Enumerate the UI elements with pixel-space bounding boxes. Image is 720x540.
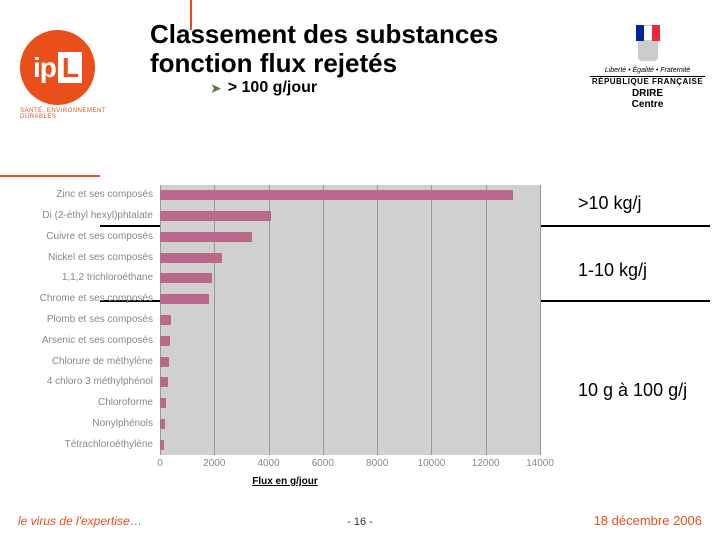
title-block: Classement des substances fonction flux … [150,20,530,97]
chart-bar [160,419,165,429]
accent-line-horizontal [0,175,100,177]
rf-line2: DRIRE [590,88,705,99]
chart-x-tick: 8000 [366,458,388,469]
chart-x-tick: 12000 [472,458,500,469]
chart-category-label: Cuivre et ses composés [13,231,153,242]
subtitle: > 100 g/jour [228,79,317,97]
chart-bar [160,377,168,387]
chart-annotation: 1-10 kg/j [578,260,647,281]
chart-category-label: Arsenic et ses composés [13,335,153,346]
chart-bar [160,232,252,242]
chart-category-label: 1,1,2 trichloroéthane [13,272,153,283]
chart-annotation: 10 g à 100 g/j [578,380,687,401]
chart-bar [160,398,166,408]
chart-bar [160,336,170,346]
bullet-arrow-icon: ➤ [210,80,222,97]
chart-x-tick: 4000 [257,458,279,469]
flux-chart: Zinc et ses composés Di (2-éthyl hexyl)ph… [15,180,555,480]
chart-category-label: Di (2-éthyl hexyl)phtalate [13,210,153,221]
chart-category-label: Chlorure de méthylène [13,356,153,367]
logo-republique-francaise: Liberté • Égalité • Fraternité RÉPUBLIQU… [590,25,705,110]
chart-x-tick: 14000 [526,458,554,469]
chart-x-tick: 6000 [312,458,334,469]
chart-bar [160,294,209,304]
chart-x-title: Flux en g/jour [15,476,555,487]
rf-line1: RÉPUBLIQUE FRANÇAISE [590,77,705,86]
chart-category-label: Tétrachloroéthylène [13,439,153,450]
chart-category-label: Nonylphénols [13,418,153,429]
chart-bar [160,357,169,367]
logo-ipl: ipL SANTÉ, ENVIRONNEMENT DURABLES [20,30,140,105]
chart-category-label: Chrome et ses composés [13,293,153,304]
chart-category-label: 4 chloro 3 méthylphénol [13,376,153,387]
footer-date: 18 décembre 2006 [594,513,702,528]
chart-x-tick: 2000 [203,458,225,469]
chart-category-label: Plomb et ses composés [13,314,153,325]
chart-bar [160,273,212,283]
chart-x-tick: 0 [157,458,163,469]
chart-bar [160,190,513,200]
chart-x-tick: 10000 [418,458,446,469]
chart-category-label: Zinc et ses composés [13,189,153,200]
chart-annotation: >10 kg/j [578,193,642,214]
chart-category-label: Chloroforme [13,397,153,408]
chart-bar [160,211,271,221]
chart-bar [160,253,222,263]
logo-ipl-subtext: SANTÉ, ENVIRONNEMENT DURABLES [20,108,140,120]
rf-motto: Liberté • Égalité • Fraternité [590,67,705,77]
chart-category-label: Nickel et ses composés [13,252,153,263]
rf-line3: Centre [590,99,705,110]
chart-bar [160,315,171,325]
chart-bar [160,440,164,450]
page-title: Classement des substances fonction flux … [150,20,530,77]
